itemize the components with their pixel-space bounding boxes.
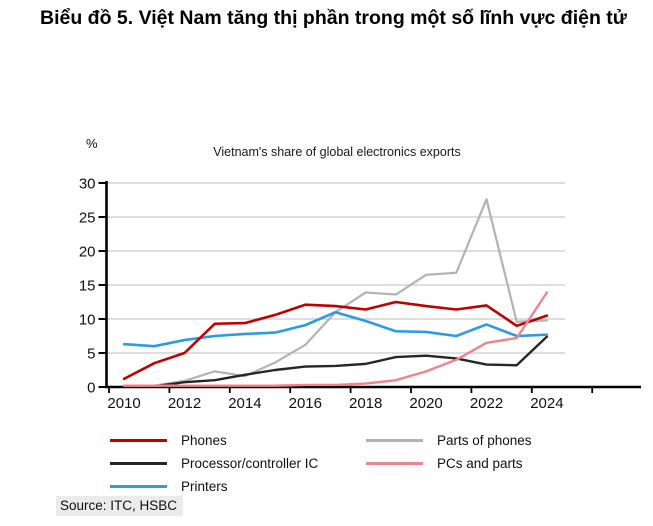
legend-swatch-pcs-and-parts: [366, 462, 423, 465]
legend-item-processor-controller-ic: Processor/controller IC: [110, 452, 366, 475]
y-tick-label-15: 15: [79, 278, 96, 295]
legend-label-pcs-and-parts: PCs and parts: [437, 456, 523, 471]
legend-label-printers: Printers: [181, 479, 228, 494]
x-tick-label-2016: 2016: [289, 395, 322, 412]
series-line-phones: [122, 300, 549, 381]
series-line-parts-of-phones: [122, 198, 549, 388]
legend-label-parts-of-phones: Parts of phones: [437, 433, 532, 448]
x-tick-label-2022: 2022: [470, 395, 503, 412]
legend-item-parts-of-phones: Parts of phones: [366, 429, 580, 452]
series-line-pcs-and-parts: [122, 291, 549, 387]
y-tick-label-25: 25: [79, 210, 96, 227]
x-tick-label-2024: 2024: [530, 395, 563, 412]
series-line-processor-controller-ic: [122, 335, 549, 388]
x-tick-label-2014: 2014: [228, 395, 261, 412]
legend-swatch-parts-of-phones: [366, 439, 423, 442]
legend-item-pcs-and-parts: PCs and parts: [366, 452, 580, 475]
x-tick-label-2010: 2010: [107, 395, 140, 412]
x-tick-label-2012: 2012: [168, 395, 201, 412]
x-tick-label-2020: 2020: [409, 395, 442, 412]
legend-label-processor-controller-ic: Processor/controller IC: [181, 456, 319, 471]
legend-swatch-printers: [110, 485, 167, 488]
y-tick-label-20: 20: [79, 244, 96, 261]
chart-legend: Phones Parts of phones Processor/control…: [110, 429, 580, 498]
source-note: Source: ITC, HSBC: [56, 496, 184, 516]
x-tick-label-2018: 2018: [349, 395, 382, 412]
legend-label-phones: Phones: [181, 433, 227, 448]
y-tick-label-0: 0: [87, 380, 95, 397]
legend-item-printers: Printers: [110, 475, 366, 498]
y-tick-label-5: 5: [87, 346, 95, 363]
y-axis-unit-label: %: [86, 136, 98, 151]
chart-title: Vietnam's share of global electronics ex…: [213, 145, 461, 159]
legend-swatch-phones: [110, 439, 167, 442]
legend-swatch-processor-controller-ic: [110, 462, 167, 465]
y-tick-label-10: 10: [79, 312, 96, 329]
page-title: Biểu đồ 5. Việt Nam tăng thị phần trong …: [40, 7, 627, 29]
series-line-printers: [122, 310, 549, 348]
y-tick-label-30: 30: [79, 176, 96, 193]
legend-item-phones: Phones: [110, 429, 366, 452]
